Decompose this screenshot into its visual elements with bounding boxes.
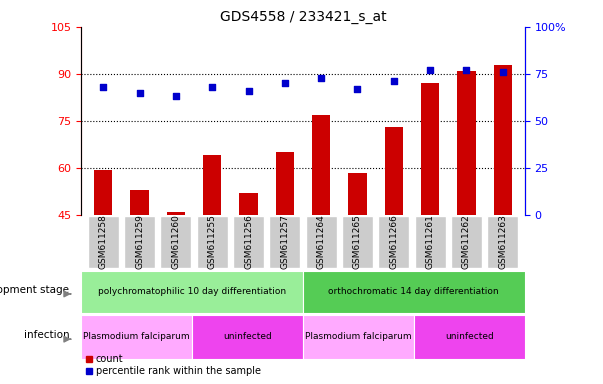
FancyBboxPatch shape	[88, 216, 119, 268]
FancyBboxPatch shape	[306, 216, 336, 268]
Point	[462, 67, 472, 73]
Point	[317, 74, 326, 81]
Bar	[276, 152, 294, 215]
Point	[498, 69, 508, 75]
FancyBboxPatch shape	[415, 216, 446, 268]
FancyBboxPatch shape	[160, 216, 191, 268]
Bar	[167, 212, 185, 215]
Text: GSM611261: GSM611261	[426, 215, 435, 269]
Title: GDS4558 / 233421_s_at: GDS4558 / 233421_s_at	[219, 10, 387, 25]
Point	[171, 93, 181, 99]
Text: development stage: development stage	[0, 285, 69, 295]
Bar	[239, 193, 257, 215]
Bar	[494, 65, 512, 215]
Bar	[421, 83, 439, 215]
Point	[207, 84, 217, 90]
Text: GSM611263: GSM611263	[498, 215, 507, 269]
Bar	[130, 190, 148, 215]
FancyBboxPatch shape	[270, 216, 300, 268]
Text: uninfected: uninfected	[223, 333, 272, 341]
Text: polychromatophilic 10 day differentiation: polychromatophilic 10 day differentiatio…	[98, 287, 286, 296]
Text: GSM611265: GSM611265	[353, 215, 362, 269]
FancyBboxPatch shape	[451, 216, 482, 268]
Text: Plasmodium falciparum: Plasmodium falciparum	[83, 333, 190, 341]
Point	[98, 84, 108, 90]
Text: GSM611259: GSM611259	[135, 215, 144, 269]
FancyBboxPatch shape	[342, 216, 373, 268]
Text: Plasmodium falciparum: Plasmodium falciparum	[305, 333, 412, 341]
Bar	[203, 156, 221, 215]
Text: orthochromatic 14 day differentiation: orthochromatic 14 day differentiation	[329, 287, 499, 296]
Text: GSM611264: GSM611264	[317, 215, 326, 269]
Text: uninfected: uninfected	[445, 333, 494, 341]
Text: GSM611257: GSM611257	[280, 215, 289, 269]
Text: GSM611258: GSM611258	[99, 215, 108, 269]
Text: GSM611255: GSM611255	[207, 215, 216, 269]
Text: infection: infection	[24, 330, 69, 340]
FancyBboxPatch shape	[233, 216, 264, 268]
FancyBboxPatch shape	[379, 216, 409, 268]
Bar	[385, 127, 403, 215]
Bar	[349, 173, 367, 215]
Text: GSM611256: GSM611256	[244, 215, 253, 269]
Text: GSM611266: GSM611266	[390, 215, 399, 269]
Legend: count, percentile rank within the sample: count, percentile rank within the sample	[86, 354, 261, 376]
Point	[425, 67, 435, 73]
Bar	[312, 115, 330, 215]
Point	[280, 80, 289, 86]
FancyBboxPatch shape	[124, 216, 155, 268]
Point	[389, 78, 399, 84]
FancyBboxPatch shape	[487, 216, 518, 268]
Bar	[458, 71, 476, 215]
Point	[134, 90, 144, 96]
Text: GSM611260: GSM611260	[171, 215, 180, 269]
Point	[353, 86, 362, 92]
Bar	[94, 170, 112, 215]
FancyBboxPatch shape	[197, 216, 227, 268]
Text: GSM611262: GSM611262	[462, 215, 471, 269]
Point	[244, 88, 253, 94]
